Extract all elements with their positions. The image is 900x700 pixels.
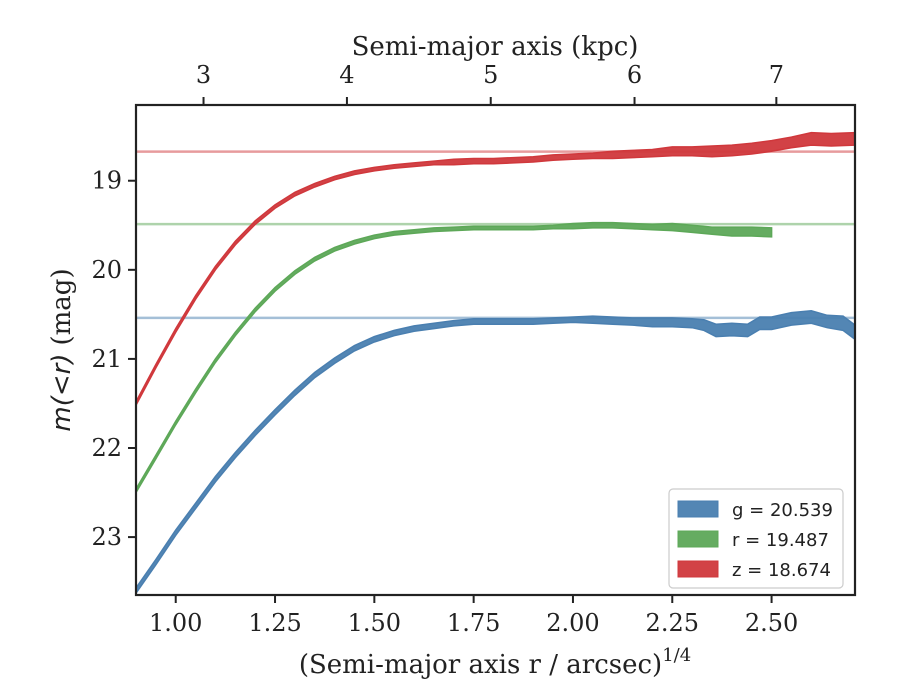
- x-tick-label: 1.75: [447, 609, 500, 637]
- x-axis-label-text: (Semi-major axis r / arcsec): [299, 650, 662, 680]
- top-tick-label: 6: [627, 61, 642, 89]
- profile-band-z: [136, 131, 855, 406]
- y-axis-label-math: m(<r): [47, 354, 77, 432]
- x-tick-label: 2.50: [745, 609, 798, 637]
- legend-swatch-r: [677, 530, 719, 548]
- y-axis-label-unit: (mag): [47, 268, 77, 345]
- y-axis-label: m(<r) (mag): [47, 268, 77, 431]
- profile-band-r: [136, 221, 773, 494]
- x-tick-label: 1.50: [348, 609, 401, 637]
- legend-label-r: r = 19.487: [732, 530, 829, 551]
- top-tick-label: 7: [769, 61, 784, 89]
- top-tick-label: 5: [483, 61, 498, 89]
- legend-label-g: g = 20.539: [732, 500, 833, 521]
- top-axis-label: Semi-major axis (kpc): [352, 32, 639, 62]
- x-tick-label: 2.00: [546, 609, 599, 637]
- y-tick-label: 23: [91, 523, 122, 551]
- legend-swatch-z: [677, 560, 719, 578]
- top-tick-label: 3: [196, 61, 211, 89]
- y-tick-label: 21: [91, 345, 122, 373]
- x-axis-label-power: 1/4: [662, 645, 691, 666]
- top-tick-label: 4: [339, 61, 354, 89]
- y-tick-label: 22: [91, 434, 122, 462]
- legend-label-z: z = 18.674: [732, 560, 831, 581]
- y-tick-label: 20: [91, 256, 122, 284]
- profile-band-g: [136, 310, 855, 595]
- tick-layer: 1.00 1.25 1.50 1.75 2.00 2.25 2.50 19 20 21 22 23 3 4…: [91, 61, 798, 637]
- plot-frame: [134, 103, 857, 597]
- legend-swatch-g: [677, 500, 719, 518]
- x-tick-label: 1.00: [149, 609, 202, 637]
- y-tick-label: 19: [91, 167, 122, 195]
- legend: g = 20.539 r = 19.487 z = 18.674: [668, 488, 844, 589]
- series-layer: [136, 131, 855, 595]
- x-axis-label: (Semi-major axis r / arcsec)1/4: [299, 645, 691, 680]
- x-tick-label: 2.25: [646, 609, 699, 637]
- x-tick-label: 1.25: [248, 609, 301, 637]
